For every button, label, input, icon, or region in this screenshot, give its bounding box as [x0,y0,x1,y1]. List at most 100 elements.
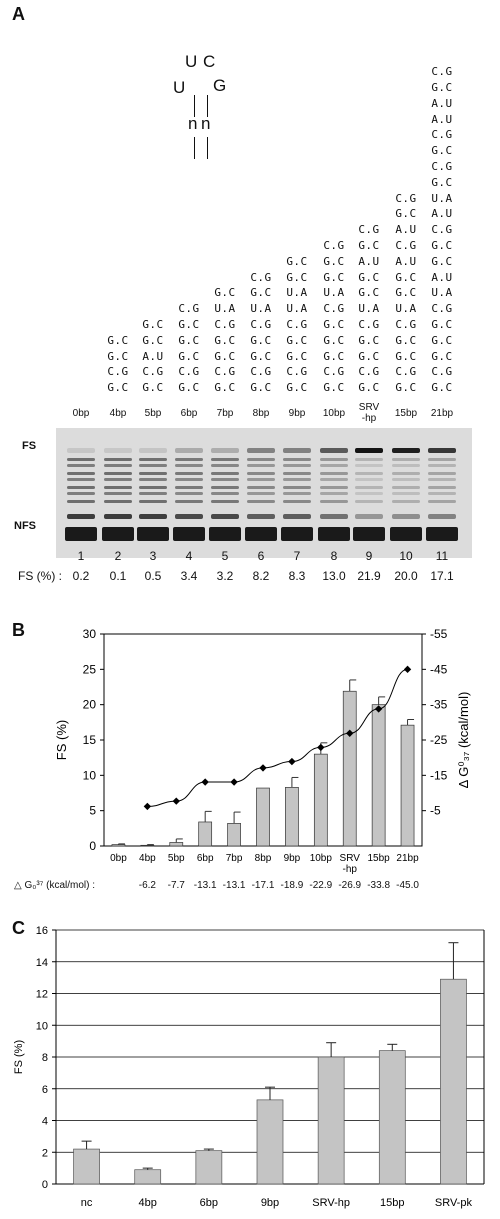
base-pair: G.C [286,333,308,347]
gel-band [283,500,311,503]
gel-band [175,458,203,461]
gel-band [67,500,95,503]
gel-band [175,492,203,495]
lane-number: 4 [185,549,193,563]
gel-band [175,464,203,467]
gel-band [283,514,311,519]
base-pair: C.G [358,317,380,331]
lane-label: 21bp [430,408,454,419]
gel-band [281,527,313,541]
gel-band [104,486,132,489]
base-pair: A.U [395,254,417,268]
gel-band [104,472,132,475]
bar [378,1050,406,1185]
stem-column: C.G G.C A.U A.U C.G G.C C.G G.C U.A A.U C.G G.C G.C A… [424,64,460,396]
base-pair: G.C [431,254,453,268]
panel-c-letter: C [12,918,25,938]
gel-band [139,500,167,503]
lane-number: 6 [257,549,265,563]
gel-band [104,478,132,481]
gel-band [67,492,95,495]
base-pair: G.C [107,333,129,347]
gel-band [67,458,95,461]
gel-band [392,464,420,467]
gel-band [139,458,167,461]
base-pair: C.G [395,317,417,331]
dg-point [259,764,267,772]
gel-band [139,448,167,453]
base-pair: C.G [142,365,164,379]
base-pair: C.G [250,270,272,284]
y-axis-label: FS (%) [13,1040,25,1074]
dg-value: -18.9 [280,880,304,891]
base-pair: G.C [431,317,453,331]
base-pair: U.A [286,286,308,300]
y2-tick-label: -55 [430,627,448,641]
base-pair: G.C [107,381,129,395]
y-axis-label: FS (%) [54,720,69,760]
gel-band [283,478,311,481]
gel-band [283,472,311,475]
bar [256,1099,284,1185]
x-tick-label: 4bp [139,853,156,864]
gel-band [104,458,132,461]
dg-value: -13.1 [193,880,217,891]
loop-base-n2: n [201,114,211,133]
gel-band [283,492,311,495]
gel-band [211,472,239,475]
gel-band [67,486,95,489]
y-tick-label: 14 [36,957,48,969]
gel-band [392,514,420,519]
base-pair: G.C [358,333,380,347]
gel-band [211,500,239,503]
x-tick-label: nc [81,1197,93,1209]
loop-base-u-left: U [173,78,186,97]
y-tick-label: 5 [89,804,96,818]
fs-value: 17.1 [430,569,454,583]
x-tick-label: 5bp [168,853,185,864]
gel-band [390,527,422,541]
lane-number: 5 [221,549,229,563]
base-pair: G.C [286,349,308,363]
y-tick-label: 16 [36,925,48,937]
x-tick-label-line: 4bp [139,853,156,864]
bar [134,1169,162,1185]
base-pair: C.G [214,317,236,331]
base-pair: G.C [358,381,380,395]
gel-band [104,448,132,453]
gel-band [392,492,420,495]
y-tick-label: 25 [83,662,97,676]
gel-band [175,514,203,519]
bar [73,1148,100,1185]
base-pair: C.G [431,302,453,316]
base-pair: G.C [358,349,380,363]
base-pair: U.A [395,302,417,316]
y-tick-label: 10 [83,768,97,782]
dg-point [143,802,152,811]
gel-band [428,458,456,461]
base-pair: G.C [142,318,164,331]
lane-label: 5bp [144,408,162,419]
dg-value: -13.1 [222,880,246,891]
x-tick-label-line: -hp [343,864,358,875]
x-tick-label: 8bp [255,853,272,864]
y-tick-label: 2 [42,1147,48,1159]
gel-band [320,458,348,461]
base-pair: G.C [250,349,272,363]
gel-band [104,492,132,495]
lane-label: SRV -hp [358,402,380,424]
gel-band [247,486,275,489]
base-pair: G.C [431,333,453,347]
base-pair: G.C [431,80,453,94]
gel-band [211,486,239,489]
base-pair: G.C [358,270,380,284]
bar [313,753,328,847]
gel-band [320,492,348,495]
fs-value: 20.0 [394,569,418,583]
x-tick-label: 4bp [139,1197,157,1209]
lane-number: 8 [330,549,338,563]
base-pair: A.U [431,207,453,221]
base-pair: G.C [395,381,417,395]
base-pair: U.A [431,286,453,300]
